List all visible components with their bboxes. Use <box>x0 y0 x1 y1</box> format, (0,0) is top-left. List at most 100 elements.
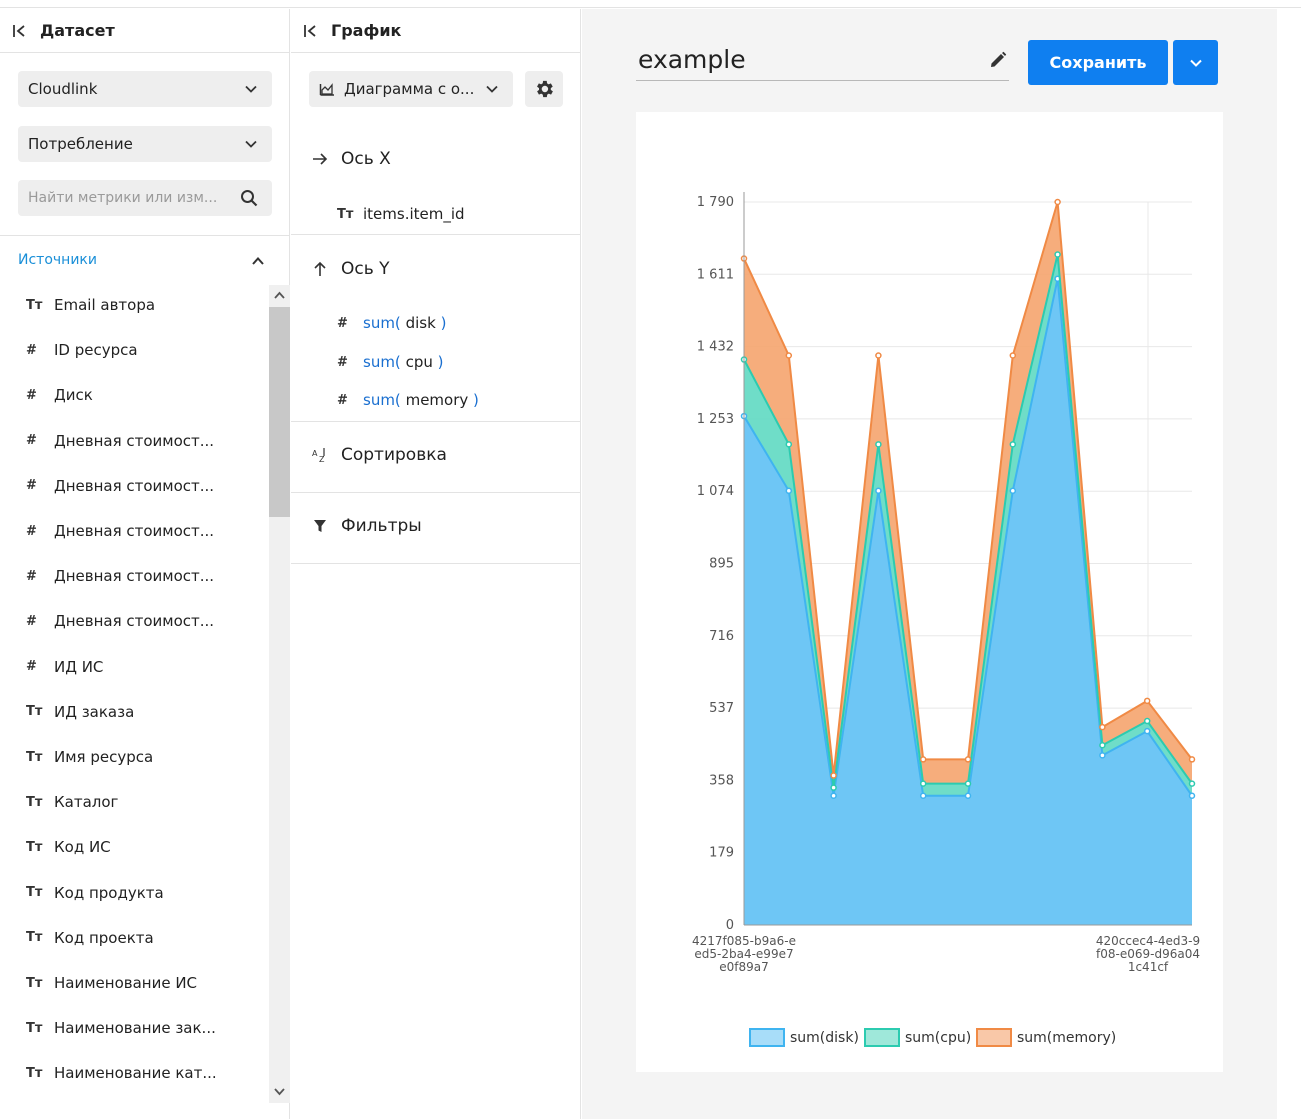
field-search-input[interactable] <box>28 190 228 206</box>
chart-preview: 0 179 358 537 716 895 1 074 1 253 1 432 1 611 1 79… <box>636 112 1223 1072</box>
field-list-item[interactable]: Tт Имя ресурса <box>26 745 153 769</box>
field-list-item[interactable]: # Дневная стоимост... <box>26 429 214 453</box>
y-field-fn: sum( <box>363 353 401 371</box>
text-type-icon: Tт <box>26 794 43 810</box>
data-point[interactable] <box>830 784 837 791</box>
data-point[interactable] <box>830 792 837 799</box>
data-point[interactable] <box>1188 792 1196 799</box>
y-field-close: ) <box>437 353 444 371</box>
field-list-item[interactable]: Tт Наименование ИС <box>26 971 197 995</box>
number-type-icon: # <box>337 315 348 331</box>
save-options-button[interactable] <box>1173 40 1218 85</box>
y-field-arg: disk <box>405 314 436 332</box>
field-list-item[interactable]: # ID ресурса <box>26 338 138 362</box>
field-list-item[interactable]: # Диск <box>26 383 93 407</box>
data-point[interactable] <box>875 487 882 495</box>
field-list-item[interactable]: Tт ИД заказа <box>26 700 134 724</box>
category-select[interactable]: Потребление <box>18 126 272 162</box>
data-point[interactable] <box>1143 727 1151 735</box>
data-point[interactable] <box>875 441 882 448</box>
filters-title: Фильтры <box>341 516 422 536</box>
field-list-item[interactable]: # ИД ИС <box>26 655 103 679</box>
chart-settings-button[interactable] <box>525 71 563 107</box>
collapse-panel-icon[interactable] <box>12 23 28 39</box>
filters-section[interactable]: Фильтры <box>311 516 422 536</box>
field-list-scrollbar[interactable] <box>269 285 290 1103</box>
field-label: Код ИС <box>54 838 111 857</box>
scroll-down-icon[interactable] <box>273 1085 286 1098</box>
legend-label[interactable]: sum(memory) <box>1017 1030 1116 1046</box>
field-list-item[interactable]: Tт Email автора <box>26 293 155 317</box>
collapse-panel-icon[interactable] <box>303 23 319 39</box>
data-point[interactable] <box>785 441 793 448</box>
field-list-item[interactable]: Tт Код продукта <box>26 881 164 905</box>
chart-config-title: График <box>331 21 402 40</box>
sources-title[interactable]: Источники <box>18 252 97 268</box>
data-point[interactable] <box>1143 717 1151 725</box>
text-type-icon: Tт <box>26 930 43 946</box>
field-list-item[interactable]: Tт Наименование кат... <box>26 1061 217 1085</box>
scroll-thumb[interactable] <box>269 307 290 517</box>
number-type-icon: # <box>26 387 37 403</box>
data-point[interactable] <box>875 352 882 359</box>
y-axis-field-memory[interactable]: # sum( memory ) <box>337 391 479 409</box>
field-list-item[interactable]: Tт Каталог <box>26 790 118 814</box>
data-point[interactable] <box>1188 756 1196 763</box>
legend-swatch[interactable] <box>864 1028 900 1047</box>
y-axis-field-cpu[interactable]: # sum( cpu ) <box>337 353 444 371</box>
chart-type-value: Диаграмма с о... <box>344 80 475 98</box>
number-type-icon: # <box>26 659 37 675</box>
field-list-item[interactable]: # Дневная стоимост... <box>26 564 214 588</box>
search-icon[interactable] <box>240 189 258 207</box>
y-axis-field-disk[interactable]: # sum( disk ) <box>337 314 446 332</box>
field-list-item[interactable]: # Дневная стоимост... <box>26 609 214 633</box>
data-point[interactable] <box>1099 742 1106 749</box>
y-field-fn: sum( <box>363 391 401 409</box>
pencil-icon[interactable] <box>989 51 1007 69</box>
chart-name-input[interactable] <box>636 39 966 79</box>
text-type-icon: Tт <box>26 1065 43 1081</box>
data-point[interactable] <box>1099 752 1106 759</box>
field-list-item[interactable]: # Дневная стоимост... <box>26 474 214 498</box>
dataset-select[interactable]: Cloudlink <box>18 71 272 107</box>
x-tick-label: f08-e069-d96a04 <box>1096 947 1200 961</box>
field-list-item[interactable]: # Дневная стоимост... <box>26 519 214 543</box>
data-point[interactable] <box>1188 780 1196 787</box>
field-list-item[interactable]: Tт Код проекта <box>26 926 154 950</box>
y-tick-label: 895 <box>709 557 734 572</box>
data-point[interactable] <box>1054 251 1061 258</box>
data-point[interactable] <box>964 780 972 787</box>
x-tick-label: e0f89a7 <box>719 960 769 974</box>
chevron-down-icon <box>1189 59 1202 67</box>
field-list-item[interactable]: Tт Код ИС <box>26 835 111 859</box>
x-axis-field[interactable]: Tт items.item_id <box>337 205 465 223</box>
save-button[interactable]: Сохранить <box>1028 40 1168 85</box>
data-point[interactable] <box>830 772 837 779</box>
legend-swatch[interactable] <box>749 1028 785 1047</box>
data-point[interactable] <box>919 780 927 787</box>
data-point[interactable] <box>785 352 793 359</box>
legend-swatch[interactable] <box>976 1028 1012 1047</box>
y-tick-label: 1 253 <box>697 412 734 427</box>
legend-label[interactable]: sum(cpu) <box>905 1030 971 1046</box>
data-point[interactable] <box>1143 697 1151 705</box>
data-point[interactable] <box>1009 487 1017 495</box>
data-point[interactable] <box>964 792 972 799</box>
y-tick-label: 358 <box>709 773 734 788</box>
data-point[interactable] <box>919 792 927 799</box>
data-point[interactable] <box>785 487 793 495</box>
chart-type-select[interactable]: Диаграмма с о... <box>309 71 513 107</box>
chevron-up-icon[interactable] <box>250 253 266 269</box>
data-point[interactable] <box>1054 198 1061 206</box>
data-point[interactable] <box>1009 441 1017 448</box>
field-label: Дневная стоимост... <box>54 522 215 540</box>
field-list-item[interactable]: Tт Наименование зак... <box>26 1016 216 1040</box>
data-point[interactable] <box>964 756 972 763</box>
data-point[interactable] <box>1009 352 1017 359</box>
scroll-up-icon[interactable] <box>273 289 286 302</box>
data-point[interactable] <box>1099 723 1106 731</box>
legend-label[interactable]: sum(disk) <box>790 1030 859 1046</box>
section-divider <box>291 234 581 235</box>
data-point[interactable] <box>919 756 927 763</box>
